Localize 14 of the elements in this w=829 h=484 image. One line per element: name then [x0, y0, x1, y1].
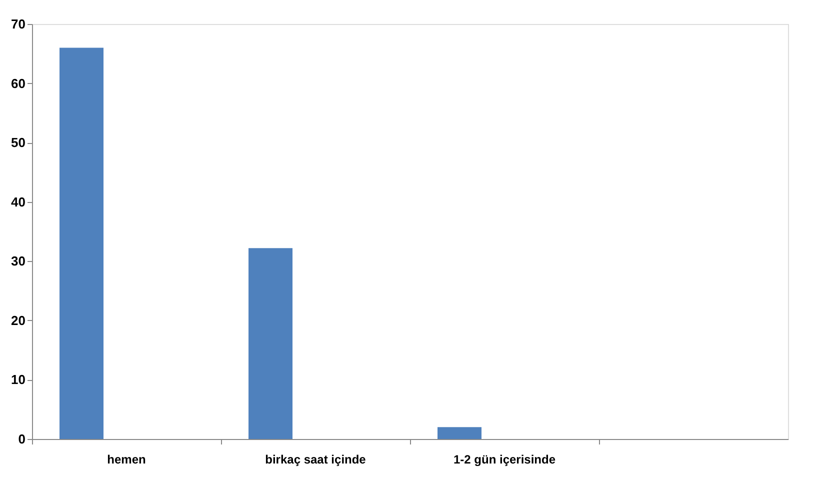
x-tick-label: 1-2 gün içerisinde	[453, 452, 556, 466]
y-tick-label: 20	[11, 312, 26, 328]
bar	[248, 248, 292, 439]
y-tick-label: 60	[11, 76, 26, 91]
x-tick-label: hemen	[107, 452, 146, 466]
y-tick-label: 50	[11, 135, 26, 150]
x-tick-label: birkaç saat içinde	[265, 452, 366, 466]
y-tick-label: 10	[11, 372, 26, 388]
y-tick-label: 70	[11, 16, 26, 32]
y-tick-label: 0	[18, 432, 26, 446]
bar	[60, 48, 104, 439]
bar	[438, 427, 482, 439]
y-tick-label: 30	[11, 254, 26, 269]
y-tick-label: 40	[11, 194, 26, 210]
